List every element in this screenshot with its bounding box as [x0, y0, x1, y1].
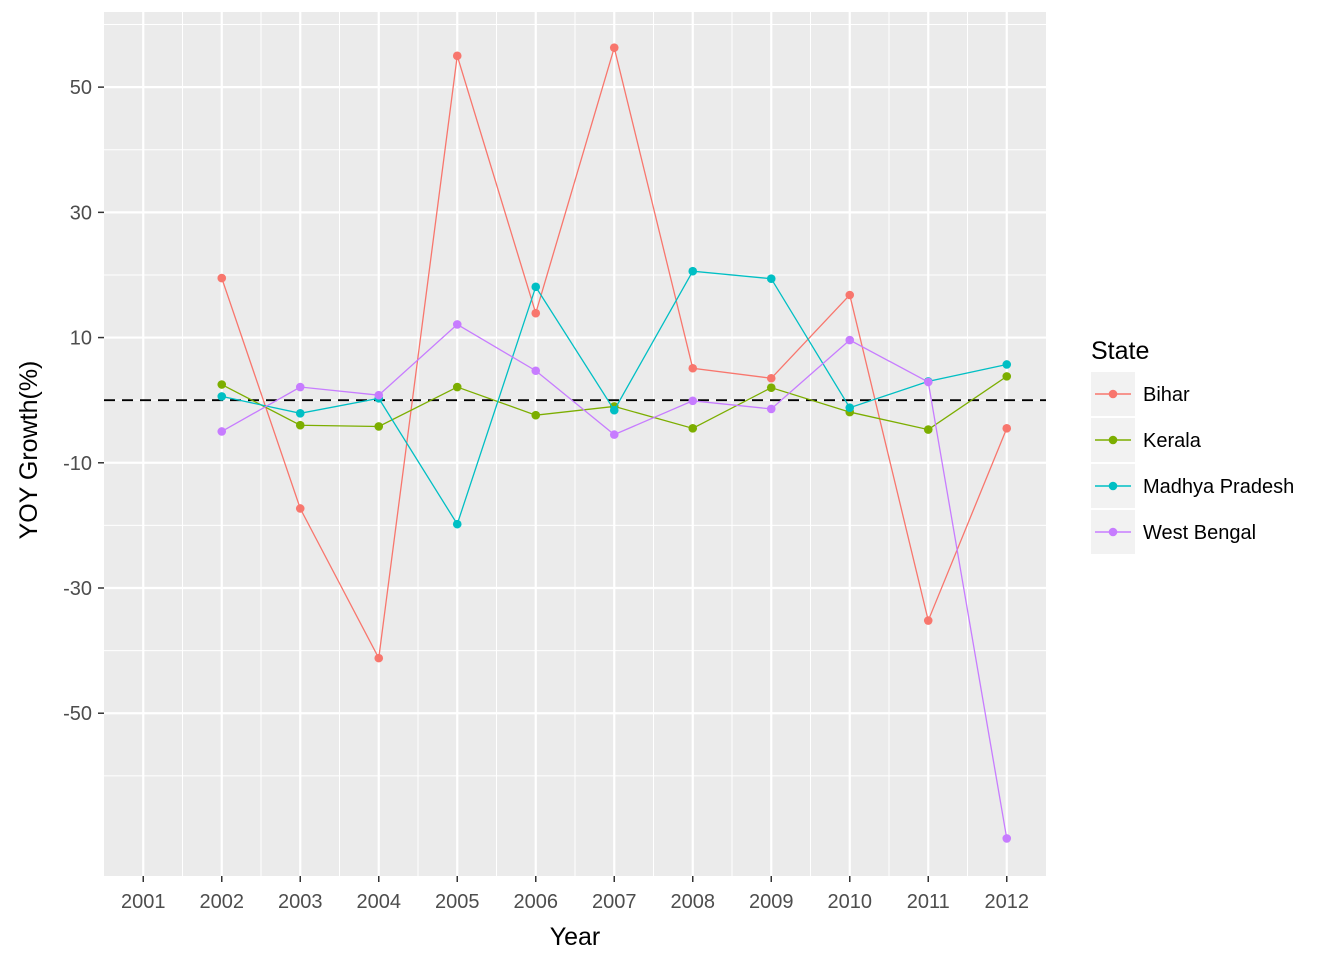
data-point-kerala [217, 380, 227, 389]
data-point-kerala [452, 382, 462, 392]
legend: State Bihar Kerala Madhya Pradesh West Beng… [1091, 337, 1294, 554]
data-point-bihar [295, 504, 305, 513]
legend-label: Kerala [1143, 430, 1202, 452]
data-point-bihar [845, 290, 855, 300]
data-point-bihar [609, 43, 619, 52]
data-point-west-bengal [1002, 834, 1012, 843]
legend-key-point [1108, 389, 1118, 399]
legend-item-madhya-pradesh: Madhya Pradesh [1091, 464, 1294, 508]
x-tick-label: 2006 [514, 891, 559, 913]
y-tick-label: -30 [63, 578, 92, 600]
data-point-madhya-pradesh [609, 405, 619, 415]
data-point-west-bengal [531, 366, 541, 376]
x-tick-label: 2011 [907, 891, 950, 913]
data-point-kerala [923, 425, 933, 434]
data-point-bihar [217, 273, 227, 283]
data-point-west-bengal [609, 430, 619, 439]
data-point-madhya-pradesh [531, 282, 541, 292]
legend-item-west-bengal: West Bengal [1091, 510, 1256, 554]
legend-item-bihar: Bihar [1091, 372, 1190, 416]
data-point-kerala [374, 422, 384, 431]
data-point-kerala [688, 424, 698, 433]
x-tick-label: 2004 [357, 891, 402, 913]
legend-item-kerala: Kerala [1091, 418, 1202, 462]
x-tick-label: 2003 [278, 891, 323, 913]
data-point-kerala [531, 410, 541, 420]
x-tick-label: 2001 [121, 891, 166, 913]
data-point-bihar [531, 308, 541, 318]
grid [104, 12, 1046, 876]
legend-label: Madhya Pradesh [1143, 476, 1294, 498]
data-point-bihar [452, 51, 462, 61]
data-point-west-bengal [923, 377, 933, 387]
y-tick-label: 30 [70, 202, 92, 224]
data-point-west-bengal [845, 335, 855, 345]
y-tick-label: 50 [70, 77, 92, 99]
data-point-bihar [688, 363, 698, 373]
legend-label: West Bengal [1143, 522, 1256, 544]
data-point-west-bengal [374, 390, 384, 400]
legend-key-point [1108, 527, 1118, 537]
series-group [217, 43, 1012, 843]
x-tick-label: 2008 [671, 891, 716, 913]
series-bihar [217, 43, 1012, 663]
x-axis-title: Year [550, 923, 601, 951]
data-point-madhya-pradesh [766, 274, 776, 284]
data-point-west-bengal [452, 320, 462, 329]
data-point-madhya-pradesh [295, 409, 305, 418]
x-tick-label: 2005 [435, 891, 480, 913]
legend-title: State [1091, 337, 1149, 365]
data-point-bihar [766, 373, 776, 383]
x-tick-label: 2009 [749, 891, 794, 913]
data-point-west-bengal [295, 382, 305, 392]
y-tick-label: -10 [63, 453, 92, 475]
data-point-west-bengal [217, 427, 227, 436]
legend-key-point [1108, 435, 1118, 445]
data-point-kerala [766, 383, 776, 392]
axes: 50 30 10 -10 -30 -50 2001 2002 2003 2004 2005 2006 2… [63, 77, 1029, 913]
data-point-madhya-pradesh [452, 519, 462, 529]
data-point-madhya-pradesh [688, 266, 698, 276]
x-tick-label: 2012 [985, 891, 1030, 913]
data-point-kerala [295, 420, 305, 430]
data-point-madhya-pradesh [1002, 360, 1012, 369]
x-tick-label: 2007 [592, 891, 637, 913]
series-west-bengal [217, 320, 1012, 843]
y-tick-label: -50 [63, 703, 92, 725]
data-point-kerala [1002, 372, 1012, 381]
x-tick-label: 2010 [828, 891, 873, 913]
data-point-bihar [374, 653, 384, 663]
data-point-madhya-pradesh [217, 392, 227, 401]
data-point-bihar [923, 616, 933, 625]
legend-key-point [1108, 481, 1118, 491]
y-axis-title: YOY Growth(%) [15, 361, 43, 540]
data-point-bihar [1002, 424, 1012, 433]
legend-label: Bihar [1143, 384, 1190, 406]
data-point-madhya-pradesh [845, 403, 855, 412]
y-tick-label: 10 [70, 328, 92, 350]
data-point-west-bengal [766, 404, 776, 414]
x-tick-label: 2002 [200, 891, 245, 913]
data-point-west-bengal [688, 396, 698, 406]
